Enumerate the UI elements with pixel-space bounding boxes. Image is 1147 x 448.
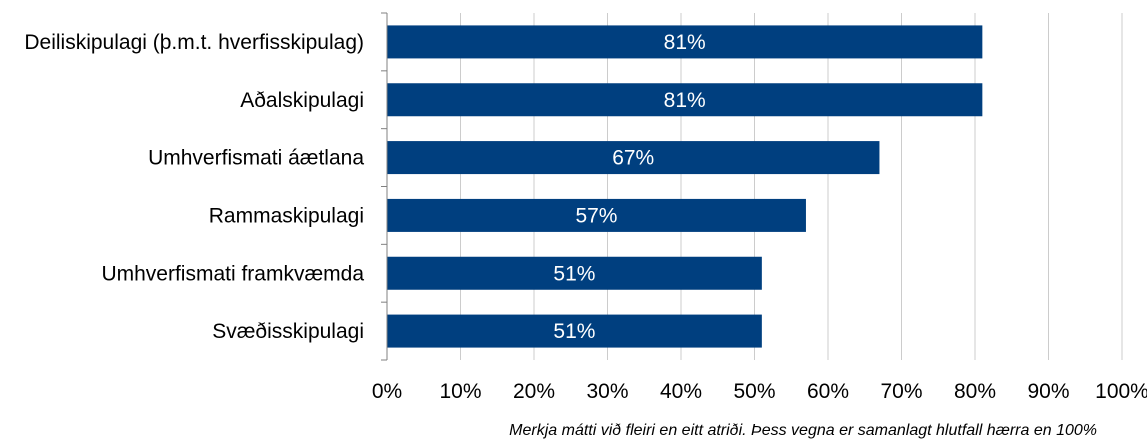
x-tick-label: 60% [807,380,849,403]
category-label: Svæðisskipulagi [212,320,364,343]
category-labels: Deiliskipulagi (þ.m.t. hverfisskipulag) A… [24,31,364,343]
data-label: 57% [575,204,617,227]
data-label: 51% [553,320,595,343]
category-label: Rammaskipulagi [209,204,364,227]
x-tick-label: 10% [439,380,481,403]
category-label: Deiliskipulagi (þ.m.t. hverfisskipulag) [24,31,364,54]
footnote: Merkja mátti við fleiri en eitt atriði. … [509,422,1097,439]
bar [387,256,762,290]
x-tick-label: 30% [586,380,628,403]
category-label: Umhverfismati framkvæmda [101,262,364,285]
gridlines [460,13,1123,360]
bar [387,83,983,117]
x-tick-label: 40% [660,380,702,403]
x-tick-label: 0% [372,380,402,403]
bar [387,25,983,59]
x-tick-labels: 0% 10% 20% 30% 40% 50% 60% 70% 80% 90% 100% [372,380,1147,403]
x-tick-label: 50% [733,380,775,403]
bar [387,198,806,232]
bar [387,141,880,175]
data-label: 81% [664,89,706,112]
bars: 81% 81% 67% 57% 51% 51% [387,25,983,348]
x-tick-label: 100% [1095,380,1147,403]
category-label: Umhverfismati áætlana [148,147,364,170]
data-label: 81% [664,31,706,54]
x-tick-label: 20% [513,380,555,403]
data-label: 67% [612,147,654,170]
bar-chart: 81% 81% 67% 57% 51% 51% Deiliskipulagi (þ.m.t… [24,12,1147,403]
category-label: Aðalskipulagi [240,89,364,112]
x-tick-label: 80% [954,380,996,403]
x-tick-label: 90% [1027,380,1069,403]
x-tick-label: 70% [880,380,922,403]
data-label: 51% [553,262,595,285]
bar [387,314,762,348]
